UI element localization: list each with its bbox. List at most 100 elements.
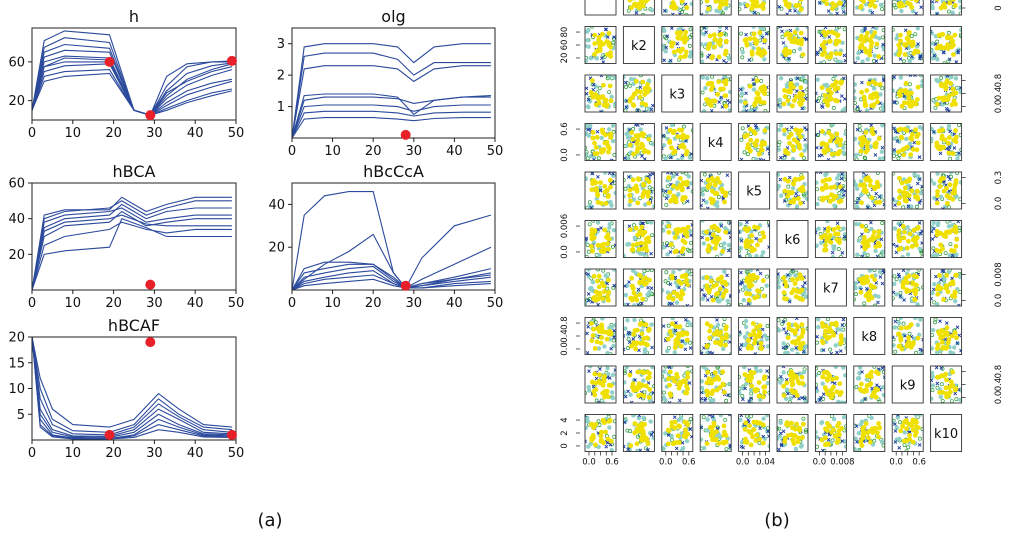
series-line-4 bbox=[32, 222, 232, 290]
scatter-point-open bbox=[682, 125, 685, 128]
scatter-point-open bbox=[818, 97, 821, 100]
scatter-point-teal bbox=[777, 128, 781, 132]
scatter-point-yellow bbox=[723, 190, 728, 195]
y-tick-label: 40 bbox=[8, 212, 25, 227]
scatter-point-yellow bbox=[939, 328, 944, 333]
scatter-point-cross bbox=[650, 252, 653, 255]
scatter-point-yellow bbox=[820, 374, 825, 379]
scatter-point-open bbox=[632, 127, 635, 130]
scatter-points bbox=[852, 268, 885, 307]
scatter-point-cross bbox=[587, 370, 590, 373]
scatter-point-yellow bbox=[945, 325, 950, 330]
scatter-points bbox=[930, 0, 963, 16]
scatter-point-teal bbox=[776, 173, 780, 177]
scatter-point-yellow bbox=[950, 38, 955, 43]
scatter-point-yellow bbox=[593, 188, 598, 193]
scatter-point-yellow bbox=[902, 230, 907, 235]
scatter-point-yellow bbox=[938, 249, 943, 254]
scatter-point-open bbox=[839, 255, 842, 258]
scatter-point-teal bbox=[632, 318, 636, 322]
scatter-point-yellow bbox=[708, 34, 713, 39]
scatter-point-yellow bbox=[590, 78, 595, 83]
scatter-point-yellow bbox=[608, 45, 613, 50]
scatter-point-yellow bbox=[717, 32, 722, 37]
scatter-point-yellow bbox=[953, 3, 958, 8]
scatter-cell-9-4 bbox=[698, 365, 733, 404]
scatter-point-yellow bbox=[718, 87, 723, 92]
scatter-point-yellow bbox=[944, 273, 949, 278]
scatter-point-yellow bbox=[706, 184, 711, 189]
scatter-point-yellow bbox=[781, 384, 786, 389]
scatter-point-yellow bbox=[678, 49, 683, 54]
scatter-point-yellow bbox=[709, 197, 714, 202]
scatter-point-yellow bbox=[705, 343, 710, 348]
x-tick-label: 10 bbox=[324, 144, 341, 159]
scatter-point-teal bbox=[939, 395, 943, 399]
scatter-point-teal bbox=[662, 395, 666, 399]
scatter-point-cross bbox=[651, 346, 654, 349]
scatter-points bbox=[737, 319, 770, 356]
scatter-cell-8-3 bbox=[662, 316, 694, 355]
scatter-point-yellow bbox=[786, 89, 791, 94]
scatter-point-yellow bbox=[940, 390, 945, 395]
scatter-point-cross bbox=[782, 328, 785, 331]
scatter-point-yellow bbox=[666, 175, 671, 180]
scatter-point-yellow bbox=[591, 333, 596, 338]
scatter-cell-2-4 bbox=[698, 25, 731, 64]
scatter-cell-7-1 bbox=[583, 267, 616, 306]
scatter-point-teal bbox=[882, 393, 886, 397]
scatter-point-yellow bbox=[753, 337, 758, 342]
scatter-point-teal bbox=[814, 180, 818, 184]
scatter-point-yellow bbox=[608, 178, 613, 183]
scatter-points bbox=[737, 365, 771, 405]
scatter-point-yellow bbox=[592, 141, 597, 146]
scatter-point-yellow bbox=[759, 341, 764, 346]
scatter-point-yellow bbox=[608, 84, 613, 89]
scatter-point-yellow bbox=[761, 394, 766, 399]
scatter-cell-8-1 bbox=[585, 316, 618, 356]
scatter-point-cross bbox=[726, 174, 729, 177]
scatter-point-teal bbox=[727, 56, 731, 60]
scatter-point-yellow bbox=[706, 178, 711, 183]
scatter-point-teal bbox=[626, 136, 630, 140]
scatter-point-open bbox=[854, 292, 857, 295]
scatter-point-yellow bbox=[876, 184, 881, 189]
scatter-point-yellow bbox=[762, 140, 767, 145]
scatter-points bbox=[660, 219, 694, 259]
scatter-point-teal bbox=[627, 242, 631, 246]
y-tick-label: 40 bbox=[268, 198, 285, 213]
scatter-points bbox=[698, 365, 733, 404]
scatter-point-teal bbox=[676, 255, 680, 259]
scatter-point-yellow bbox=[826, 130, 831, 135]
scatter-point-yellow bbox=[877, 229, 882, 234]
scatter-point-yellow bbox=[908, 136, 913, 141]
scatter-points bbox=[583, 219, 617, 258]
scatter-point-yellow bbox=[683, 240, 688, 245]
scatter-point-cross bbox=[781, 30, 784, 33]
scatter-point-yellow bbox=[635, 200, 640, 205]
scatter-point-yellow bbox=[825, 101, 830, 106]
scatter-points bbox=[737, 0, 771, 16]
scatter-point-yellow bbox=[753, 143, 758, 148]
scatter-point-yellow bbox=[628, 188, 633, 193]
scatter-point-yellow bbox=[606, 298, 611, 303]
scatter-point-yellow bbox=[825, 378, 830, 383]
scatter-point-teal bbox=[893, 325, 897, 329]
scatter-point-teal bbox=[929, 49, 933, 53]
scatter-point-teal bbox=[715, 204, 719, 208]
scatter-point-teal bbox=[854, 153, 858, 157]
x-tick-label: 50 bbox=[228, 296, 245, 311]
scatter-point-teal bbox=[602, 344, 606, 348]
scatter-point-teal bbox=[899, 75, 903, 79]
scatter-point-yellow bbox=[865, 240, 870, 245]
scatter-point-yellow bbox=[904, 81, 909, 86]
scatter-cell-7-5 bbox=[737, 268, 769, 306]
scatter-point-yellow bbox=[908, 152, 913, 157]
data-point-2 bbox=[145, 337, 155, 347]
scatter-point-yellow bbox=[829, 51, 834, 56]
scatter-cell-7-2 bbox=[622, 268, 654, 307]
x-tick-label: 10 bbox=[65, 296, 82, 311]
scatter-point-cross bbox=[706, 207, 709, 210]
scatter-point-open bbox=[613, 435, 616, 438]
scatter-point-teal bbox=[649, 322, 653, 326]
